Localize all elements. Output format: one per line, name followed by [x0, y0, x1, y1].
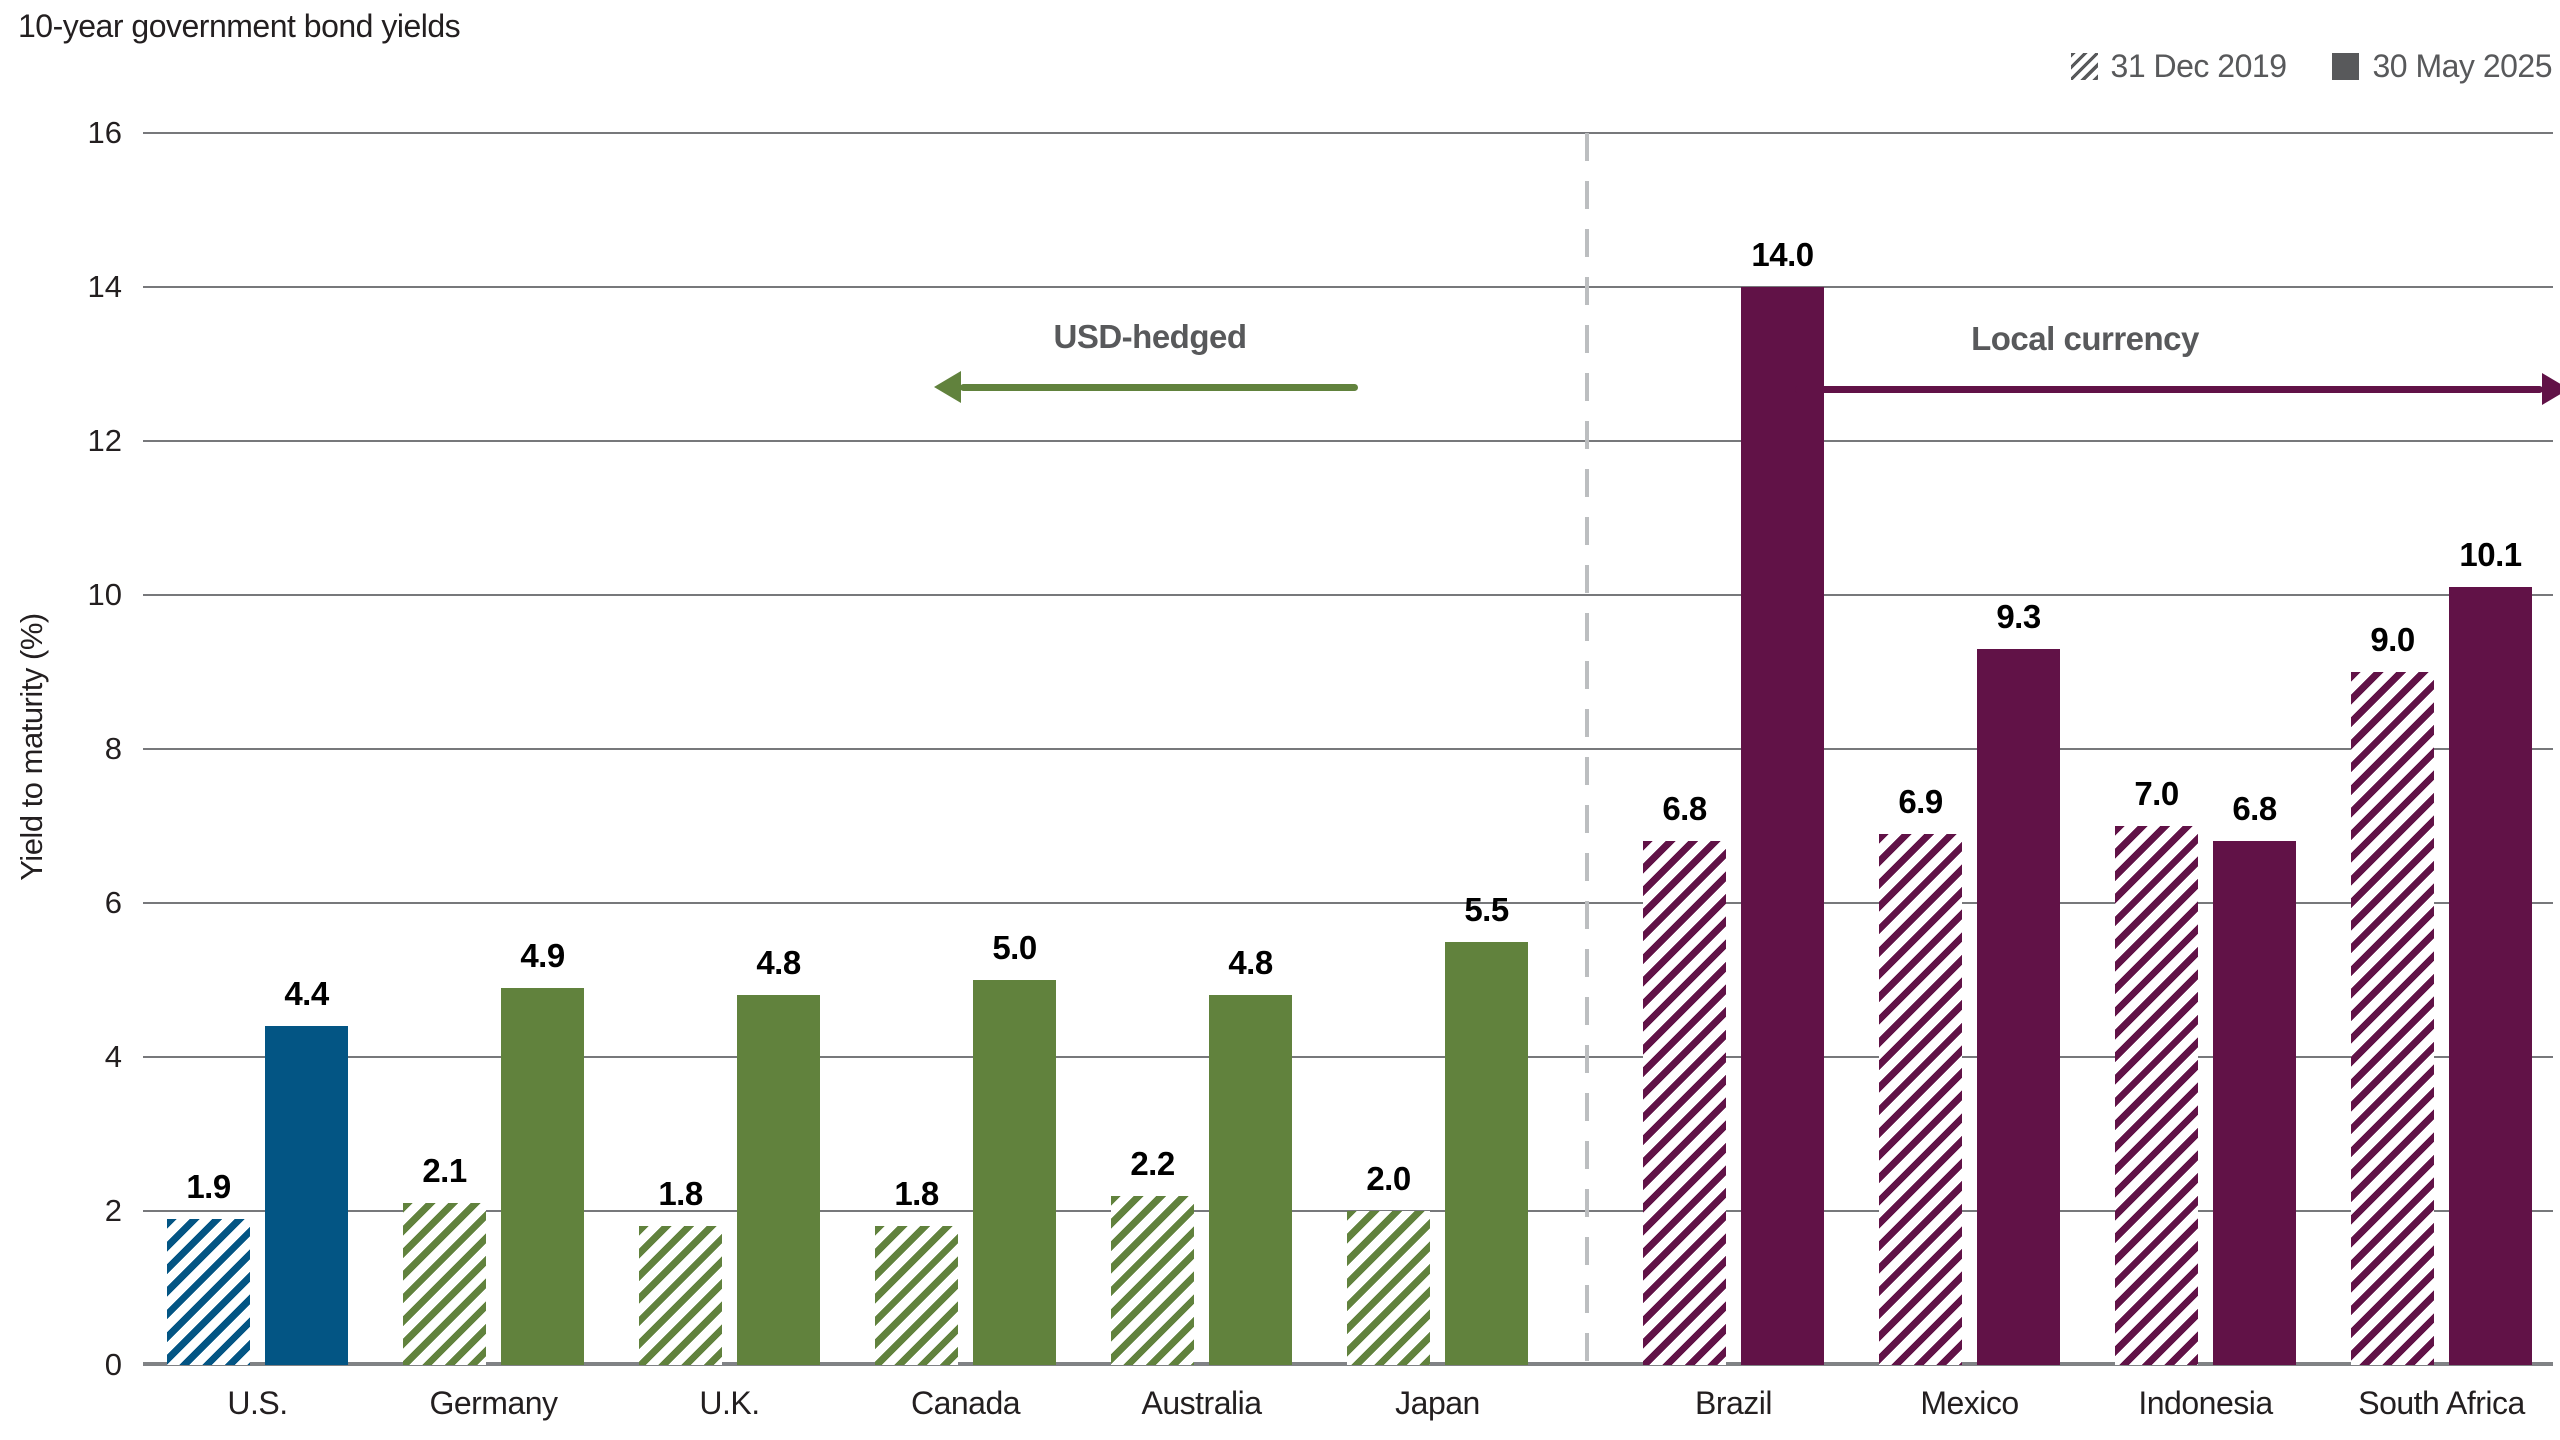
value-label-south-africa-30-may-2025: 10.1 — [2459, 536, 2522, 574]
y-tick-label-12: 12 — [87, 423, 122, 458]
legend-swatch-solid-icon — [2332, 53, 2360, 80]
bar-u-s-30-may-2025 — [265, 1026, 348, 1365]
section-divider-dashed-line — [1585, 133, 1589, 1365]
value-label-canada-31-dec-2019: 1.8 — [894, 1175, 939, 1213]
usd-hedged-arrow-line — [960, 384, 1358, 391]
x-axis-label-mexico: Mexico — [1920, 1385, 2019, 1421]
bar-japan-31-dec-2019 — [1347, 1211, 1430, 1365]
y-tick-label-8: 8 — [104, 731, 122, 766]
gridline-4 — [143, 1056, 2553, 1058]
bar-indonesia-30-may-2025 — [2213, 841, 2296, 1365]
bar-mexico-30-may-2025 — [1977, 648, 2060, 1365]
x-axis-label-japan: Japan — [1395, 1385, 1480, 1421]
value-label-south-africa-31-dec-2019: 9.0 — [2370, 621, 2415, 658]
x-axis-label-brazil: Brazil — [1694, 1385, 1773, 1421]
bar-u-k-30-may-2025 — [737, 995, 820, 1365]
x-axis-label-australia: Australia — [1141, 1385, 1263, 1421]
chart-title: 10-year government bond yields — [18, 8, 461, 44]
bar-brazil-30-may-2025 — [1741, 287, 1824, 1365]
value-label-indonesia-31-dec-2019: 7.0 — [2134, 775, 2179, 812]
legend-item-2019: 31 Dec 2019 — [2070, 48, 2287, 85]
value-label-australia-31-dec-2019: 2.2 — [1130, 1144, 1175, 1182]
value-label-mexico-31-dec-2019: 6.9 — [1898, 782, 1943, 820]
bar-south-africa-30-may-2025 — [2449, 587, 2532, 1365]
y-tick-label-16: 16 — [87, 115, 122, 150]
bar-japan-30-may-2025 — [1445, 941, 1528, 1365]
local-currency-arrow-right-icon — [2542, 373, 2560, 405]
value-label-japan-31-dec-2019: 2.0 — [1366, 1160, 1411, 1197]
gridline-10 — [143, 594, 2553, 596]
value-label-canada-30-may-2025: 5.0 — [992, 929, 1037, 966]
y-tick-label-0: 0 — [104, 1347, 122, 1382]
gridline-6 — [143, 902, 2553, 904]
usd-hedged-arrow-left-icon — [934, 371, 961, 403]
y-tick-label-4: 4 — [104, 1039, 122, 1074]
bar-indonesia-31-dec-2019 — [2115, 826, 2198, 1365]
value-label-brazil-31-dec-2019: 6.8 — [1662, 790, 1707, 828]
x-axis-label-south-africa: South Africa — [2358, 1385, 2525, 1421]
legend-label-2019: 31 Dec 2019 — [2110, 48, 2287, 84]
bar-australia-31-dec-2019 — [1111, 1195, 1194, 1365]
x-axis-label-canada: Canada — [910, 1385, 1021, 1421]
legend: 31 Dec 2019 30 May 2025 — [2070, 48, 2552, 85]
annotation-usd-hedged-label: USD-hedged — [1053, 318, 1248, 355]
plot-area: 1.9 4.4 U.S. 2.1 4.9 Germany 1.8 4.8 U.K. 1.8 5.0 C… — [143, 132, 2560, 1421]
annotation-local-currency-label: Local currency — [1971, 320, 2199, 357]
value-label-australia-30-may-2025: 4.8 — [1228, 944, 1273, 982]
bar-germany-31-dec-2019 — [403, 1203, 486, 1365]
legend-swatch-hatched-icon — [2070, 53, 2098, 80]
legend-item-2025: 30 May 2025 — [2332, 48, 2552, 85]
y-tick-label-14: 14 — [87, 269, 122, 304]
value-label-indonesia-30-may-2025: 6.8 — [2232, 790, 2277, 828]
value-label-mexico-30-may-2025: 9.3 — [1996, 597, 2041, 635]
y-tick-label-2: 2 — [104, 1193, 122, 1228]
gridline-12 — [143, 440, 2553, 442]
value-label-brazil-30-may-2025: 14.0 — [1751, 236, 1814, 273]
value-label-germany-31-dec-2019: 2.1 — [422, 1152, 467, 1190]
x-axis-label-indonesia: Indonesia — [2138, 1385, 2273, 1421]
gridline-16 — [143, 132, 2553, 134]
value-label-u-s-31-dec-2019: 1.9 — [186, 1167, 231, 1205]
gridline-14 — [143, 286, 2553, 288]
local-currency-arrow-line — [1795, 386, 2543, 393]
value-label-u-s-30-may-2025: 4.4 — [284, 975, 329, 1013]
x-axis-label-germany: Germany — [429, 1385, 558, 1421]
bar-canada-31-dec-2019 — [875, 1226, 958, 1365]
value-label-u-k-31-dec-2019: 1.8 — [658, 1175, 703, 1213]
legend-label-2025: 30 May 2025 — [2372, 48, 2552, 84]
bar-u-s-31-dec-2019 — [167, 1218, 250, 1365]
value-label-u-k-30-may-2025: 4.8 — [756, 944, 801, 982]
value-label-japan-30-may-2025: 5.5 — [1464, 890, 1509, 928]
bar-germany-30-may-2025 — [501, 987, 584, 1365]
gridline-8 — [143, 748, 2553, 750]
x-axis-label-u-k: U.K. — [699, 1385, 760, 1421]
y-tick-label-10: 10 — [87, 577, 122, 612]
value-label-germany-30-may-2025: 4.9 — [520, 936, 565, 974]
bar-australia-30-may-2025 — [1209, 995, 1292, 1365]
bar-canada-30-may-2025 — [973, 980, 1056, 1365]
bar-u-k-31-dec-2019 — [639, 1226, 722, 1365]
bar-mexico-31-dec-2019 — [1879, 833, 1962, 1365]
bar-brazil-31-dec-2019 — [1643, 841, 1726, 1365]
y-tick-label-6: 6 — [104, 885, 122, 920]
x-axis-label-u-s: U.S. — [227, 1385, 288, 1421]
bar-south-africa-31-dec-2019 — [2351, 672, 2434, 1365]
